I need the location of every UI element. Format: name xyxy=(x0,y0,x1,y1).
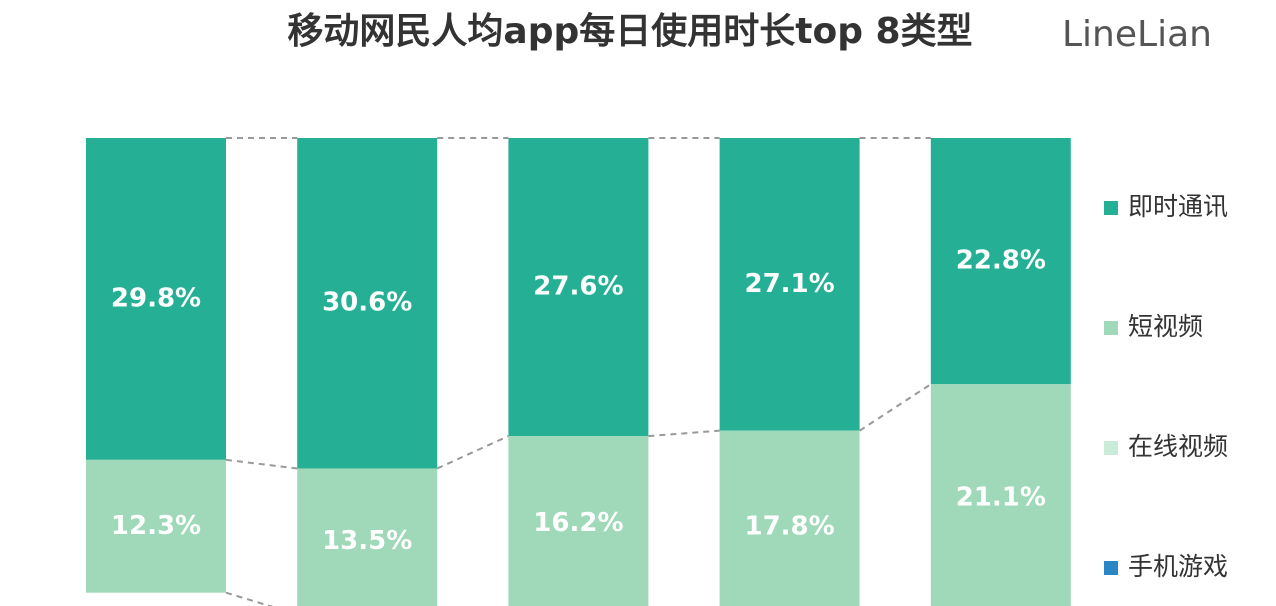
legend-swatch xyxy=(1104,561,1118,575)
connector xyxy=(225,591,274,606)
bar-segment xyxy=(86,459,226,593)
data-label: 13.5% xyxy=(322,526,412,556)
chart-title: 移动网民人均app每日使用时长top 8类型 xyxy=(287,11,972,52)
bar-segment xyxy=(930,138,1071,385)
legend-swatch xyxy=(1104,201,1118,215)
data-label: 29.8% xyxy=(111,283,201,313)
bar-segment xyxy=(297,138,438,469)
legend-label: 手机游戏 xyxy=(1128,552,1228,581)
data-label: 21.1% xyxy=(956,483,1046,513)
legend-swatch xyxy=(1104,321,1118,335)
connector xyxy=(225,458,298,470)
bar-segment xyxy=(930,384,1071,606)
data-label: 17.8% xyxy=(744,511,834,541)
legend-label: 短视频 xyxy=(1128,312,1203,341)
bar-segment xyxy=(508,138,649,437)
bar-segment xyxy=(86,138,226,460)
data-label: 12.3% xyxy=(111,511,201,541)
legend-swatch xyxy=(1104,441,1118,455)
watermark: LineLian xyxy=(1062,14,1212,55)
bar-segment xyxy=(508,436,649,606)
connector xyxy=(859,383,932,432)
connector xyxy=(436,435,509,470)
bar-segment xyxy=(719,430,860,606)
bar-segment xyxy=(719,138,860,431)
connector xyxy=(648,429,720,438)
data-label: 27.6% xyxy=(533,272,623,302)
bar-segment xyxy=(297,468,438,606)
legend-label: 即时通讯 xyxy=(1128,192,1228,221)
legend-label: 在线视频 xyxy=(1128,432,1228,461)
data-label: 16.2% xyxy=(533,508,623,538)
data-label: 30.6% xyxy=(322,288,412,318)
data-label: 22.8% xyxy=(956,246,1046,276)
data-label: 27.1% xyxy=(744,269,834,299)
